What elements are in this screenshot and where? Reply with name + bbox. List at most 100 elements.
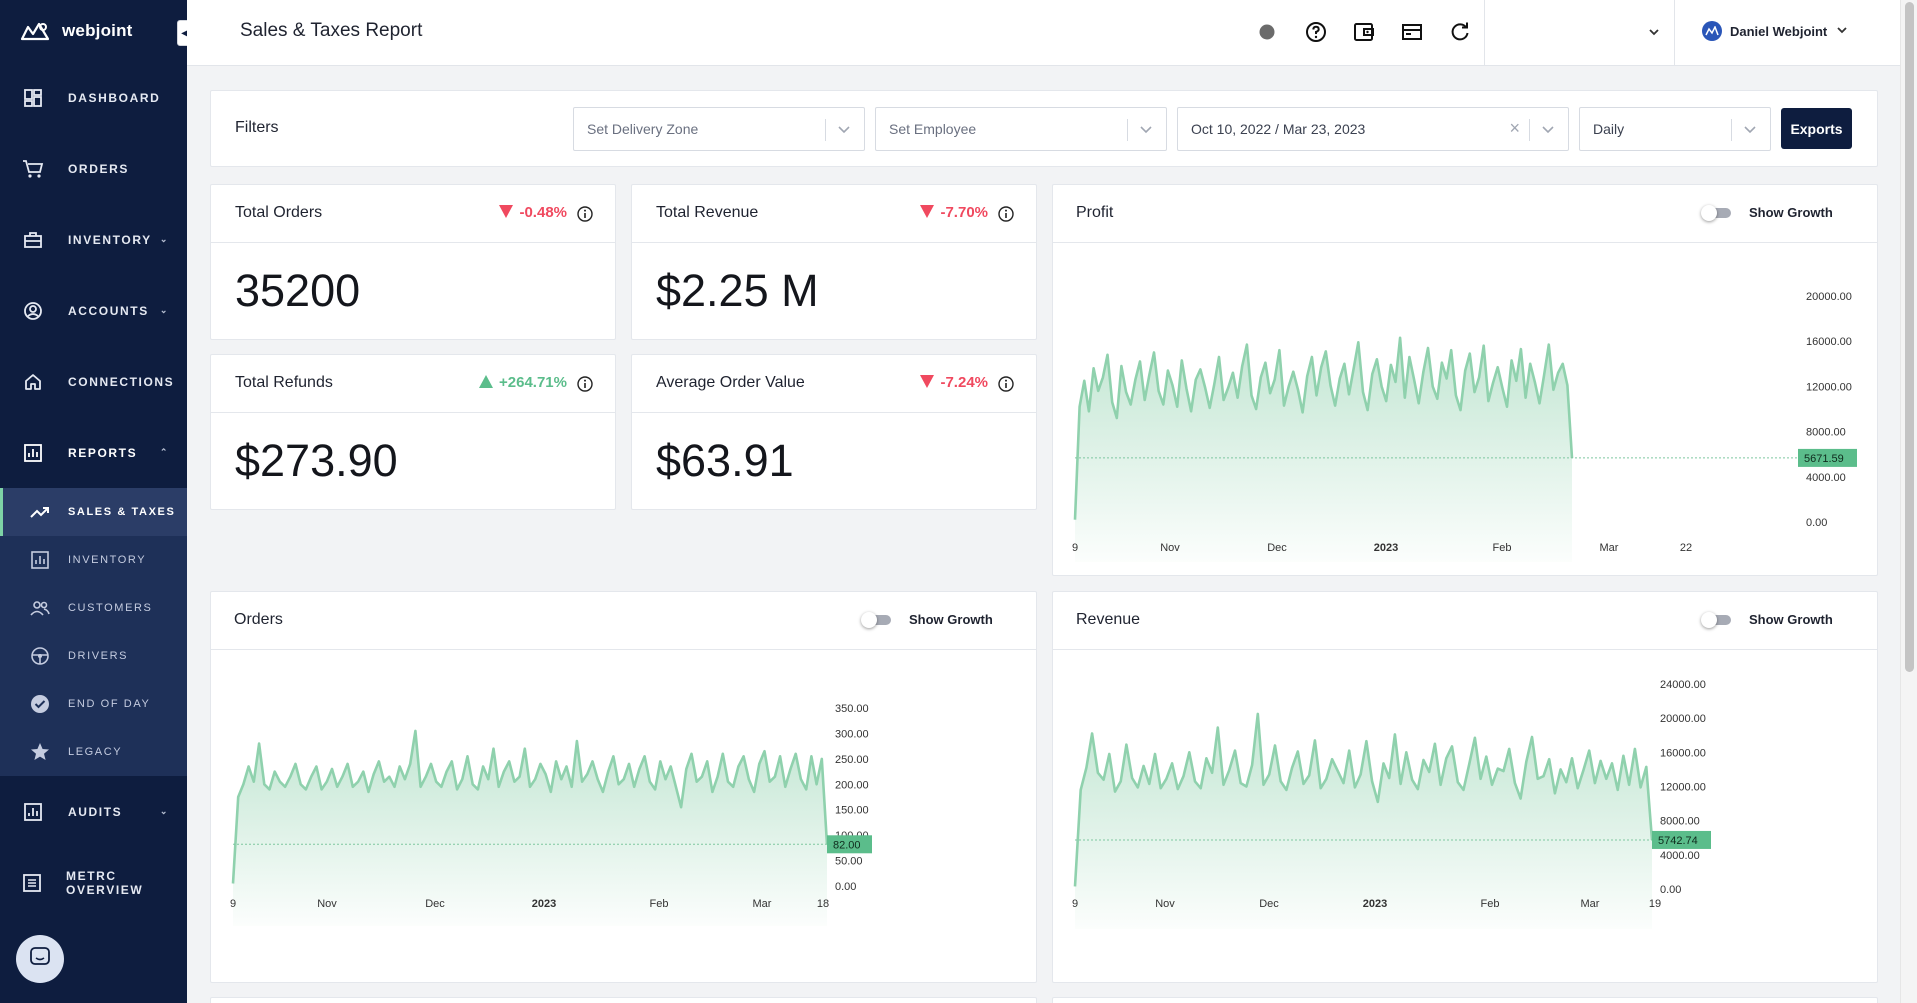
y-tick-label: 12000.00 [1660,782,1706,794]
chat-launcher-button[interactable] [16,935,64,983]
chart-header: Orders Show Growth [211,592,1036,650]
sidebar-item-dashboard[interactable]: DASHBOARD [0,62,187,133]
x-tick-label: Dec [1267,542,1287,554]
sidebar-item-reports[interactable]: REPORTS ⌃ [0,417,187,488]
date-range-value: Oct 10, 2022 / Mar 23, 2023 [1191,121,1366,137]
delivery-zone-select[interactable]: Set Delivery Zone [573,107,865,151]
stat-change: +264.71% [479,374,567,391]
cart-icon [22,158,44,180]
sidebar-item-sales-taxes[interactable]: SALES & TAXES [0,488,187,536]
x-tick-label: Feb [1493,542,1512,554]
revenue-area-fill [1075,713,1652,929]
exports-button[interactable]: Exports [1781,108,1852,149]
store-select[interactable] [1647,20,1707,44]
select-divider [1529,119,1530,141]
revenue-chart: 24000.00 20000.00 16000.00 12000.00 8000.00 4… [1072,679,1711,929]
scrollbar-thumb[interactable] [1905,2,1914,672]
last-value-label: 82.00 [833,839,861,851]
sidebar-item-drivers[interactable]: DRIVERS [0,632,187,680]
sidebar-item-accounts[interactable]: ACCOUNTS ⌄ [0,275,187,346]
help-icon[interactable] [1304,20,1328,44]
show-growth-toggle[interactable] [861,612,893,628]
info-icon[interactable] [577,376,593,392]
user-menu[interactable]: Daniel Webjoint [1702,0,1849,62]
info-icon[interactable] [998,376,1014,392]
orders-series-line [231,729,829,884]
stat-card-total-orders: Total Orders -0.48% 35200 [210,184,616,340]
sidebar-item-label: INVENTORY [68,232,152,247]
last-value-label: 5742.74 [1658,835,1698,847]
show-growth-label: Show Growth [909,612,993,627]
webjoint-logo-icon [20,19,50,43]
stat-change-value: -0.48% [519,204,567,221]
stat-card-header: Total Refunds +264.71% [211,355,615,413]
chevron-down-icon: ⌄ [159,305,169,315]
sidebar-item-metrc-overview[interactable]: METRC OVERVIEW [0,847,187,918]
y-tick-label: 8000.00 [1806,427,1846,439]
status-dot-icon[interactable] [1255,20,1279,44]
y-tick-label: 24000.00 [1660,679,1706,691]
last-value-label: 5671.59 [1804,453,1844,465]
page-scrollbar[interactable] [1900,0,1917,1003]
sidebar-item-audits[interactable]: AUDITS ⌄ [0,776,187,847]
stat-card-header: Average Order Value -7.24% [632,355,1036,413]
stat-change: -7.24% [920,374,988,391]
sidebar-item-customers[interactable]: CUSTOMERS [0,584,187,632]
audit-icon [22,801,44,823]
x-tick-label: 2023 [532,898,556,910]
sidebar-item-connections[interactable]: CONNECTIONS [0,346,187,417]
sidebar-item-label: INVENTORY [68,554,147,566]
wallet-icon[interactable] [1352,20,1376,44]
stat-title: Average Order Value [656,374,805,391]
x-tick-label: Dec [425,898,445,910]
info-icon[interactable] [577,206,593,222]
x-tick-label: Nov [1155,898,1175,910]
sidebar-item-label: END OF DAY [68,698,151,710]
y-tick-label: 4000.00 [1660,850,1700,862]
interval-select[interactable]: Daily [1579,107,1771,151]
x-tick-label: Feb [650,898,669,910]
info-icon[interactable] [998,206,1014,222]
clear-icon[interactable]: × [1509,118,1520,138]
refresh-icon[interactable] [1448,20,1472,44]
register-icon[interactable] [1400,20,1424,44]
sidebar-item-inventory[interactable]: INVENTORY ⌄ [0,204,187,275]
chart-header: Profit Show Growth [1053,185,1877,243]
header-divider [1674,0,1675,66]
chart-title: Profit [1076,204,1114,221]
sidebar-item-end-of-day[interactable]: END OF DAY [0,680,187,728]
sidebar-item-inventory-report[interactable]: INVENTORY [0,536,187,584]
interval-value: Daily [1593,121,1625,137]
show-growth-toggle[interactable] [1701,205,1733,221]
x-tick-label: Nov [317,898,337,910]
trending-up-icon [30,502,50,522]
chart-title: Revenue [1076,611,1141,628]
y-tick-label: 250.00 [835,754,869,766]
chevron-up-icon: ⌃ [159,447,169,457]
sidebar-item-orders[interactable]: ORDERS [0,133,187,204]
revenue-chart-card: Revenue Show Growth 24000.00 20000.00 1600… [1052,591,1878,983]
x-tick-label: Mar [1581,898,1600,910]
y-tick-label: 12000.00 [1806,381,1852,393]
home-icon [22,371,44,393]
employee-select[interactable]: Set Employee [875,107,1167,151]
next-chart-card [1052,997,1878,1003]
sidebar-item-legacy[interactable]: LEGACY [0,728,187,776]
sidebar-item-label: DRIVERS [68,650,129,662]
stat-change-value: -7.24% [940,374,988,391]
x-tick-label: 9 [1072,542,1078,554]
show-growth-toggle[interactable] [1701,612,1733,628]
y-tick-label: 300.00 [835,728,869,740]
last-value-badge [1652,830,1711,849]
profit-series-line [1073,336,1574,520]
date-range-select[interactable]: Oct 10, 2022 / Mar 23, 2023 × [1177,107,1569,151]
toggle-track [1705,615,1731,625]
sidebar-item-label: ACCOUNTS [68,303,149,318]
brand[interactable]: webjoint [0,0,187,62]
y-tick-label: 0.00 [1806,517,1827,529]
x-tick-label: Nov [1160,542,1180,554]
y-tick-label: 20000.00 [1660,713,1706,725]
select-divider [1127,119,1128,141]
x-tick-label: Dec [1259,898,1279,910]
x-tick-label: 18 [817,898,829,910]
